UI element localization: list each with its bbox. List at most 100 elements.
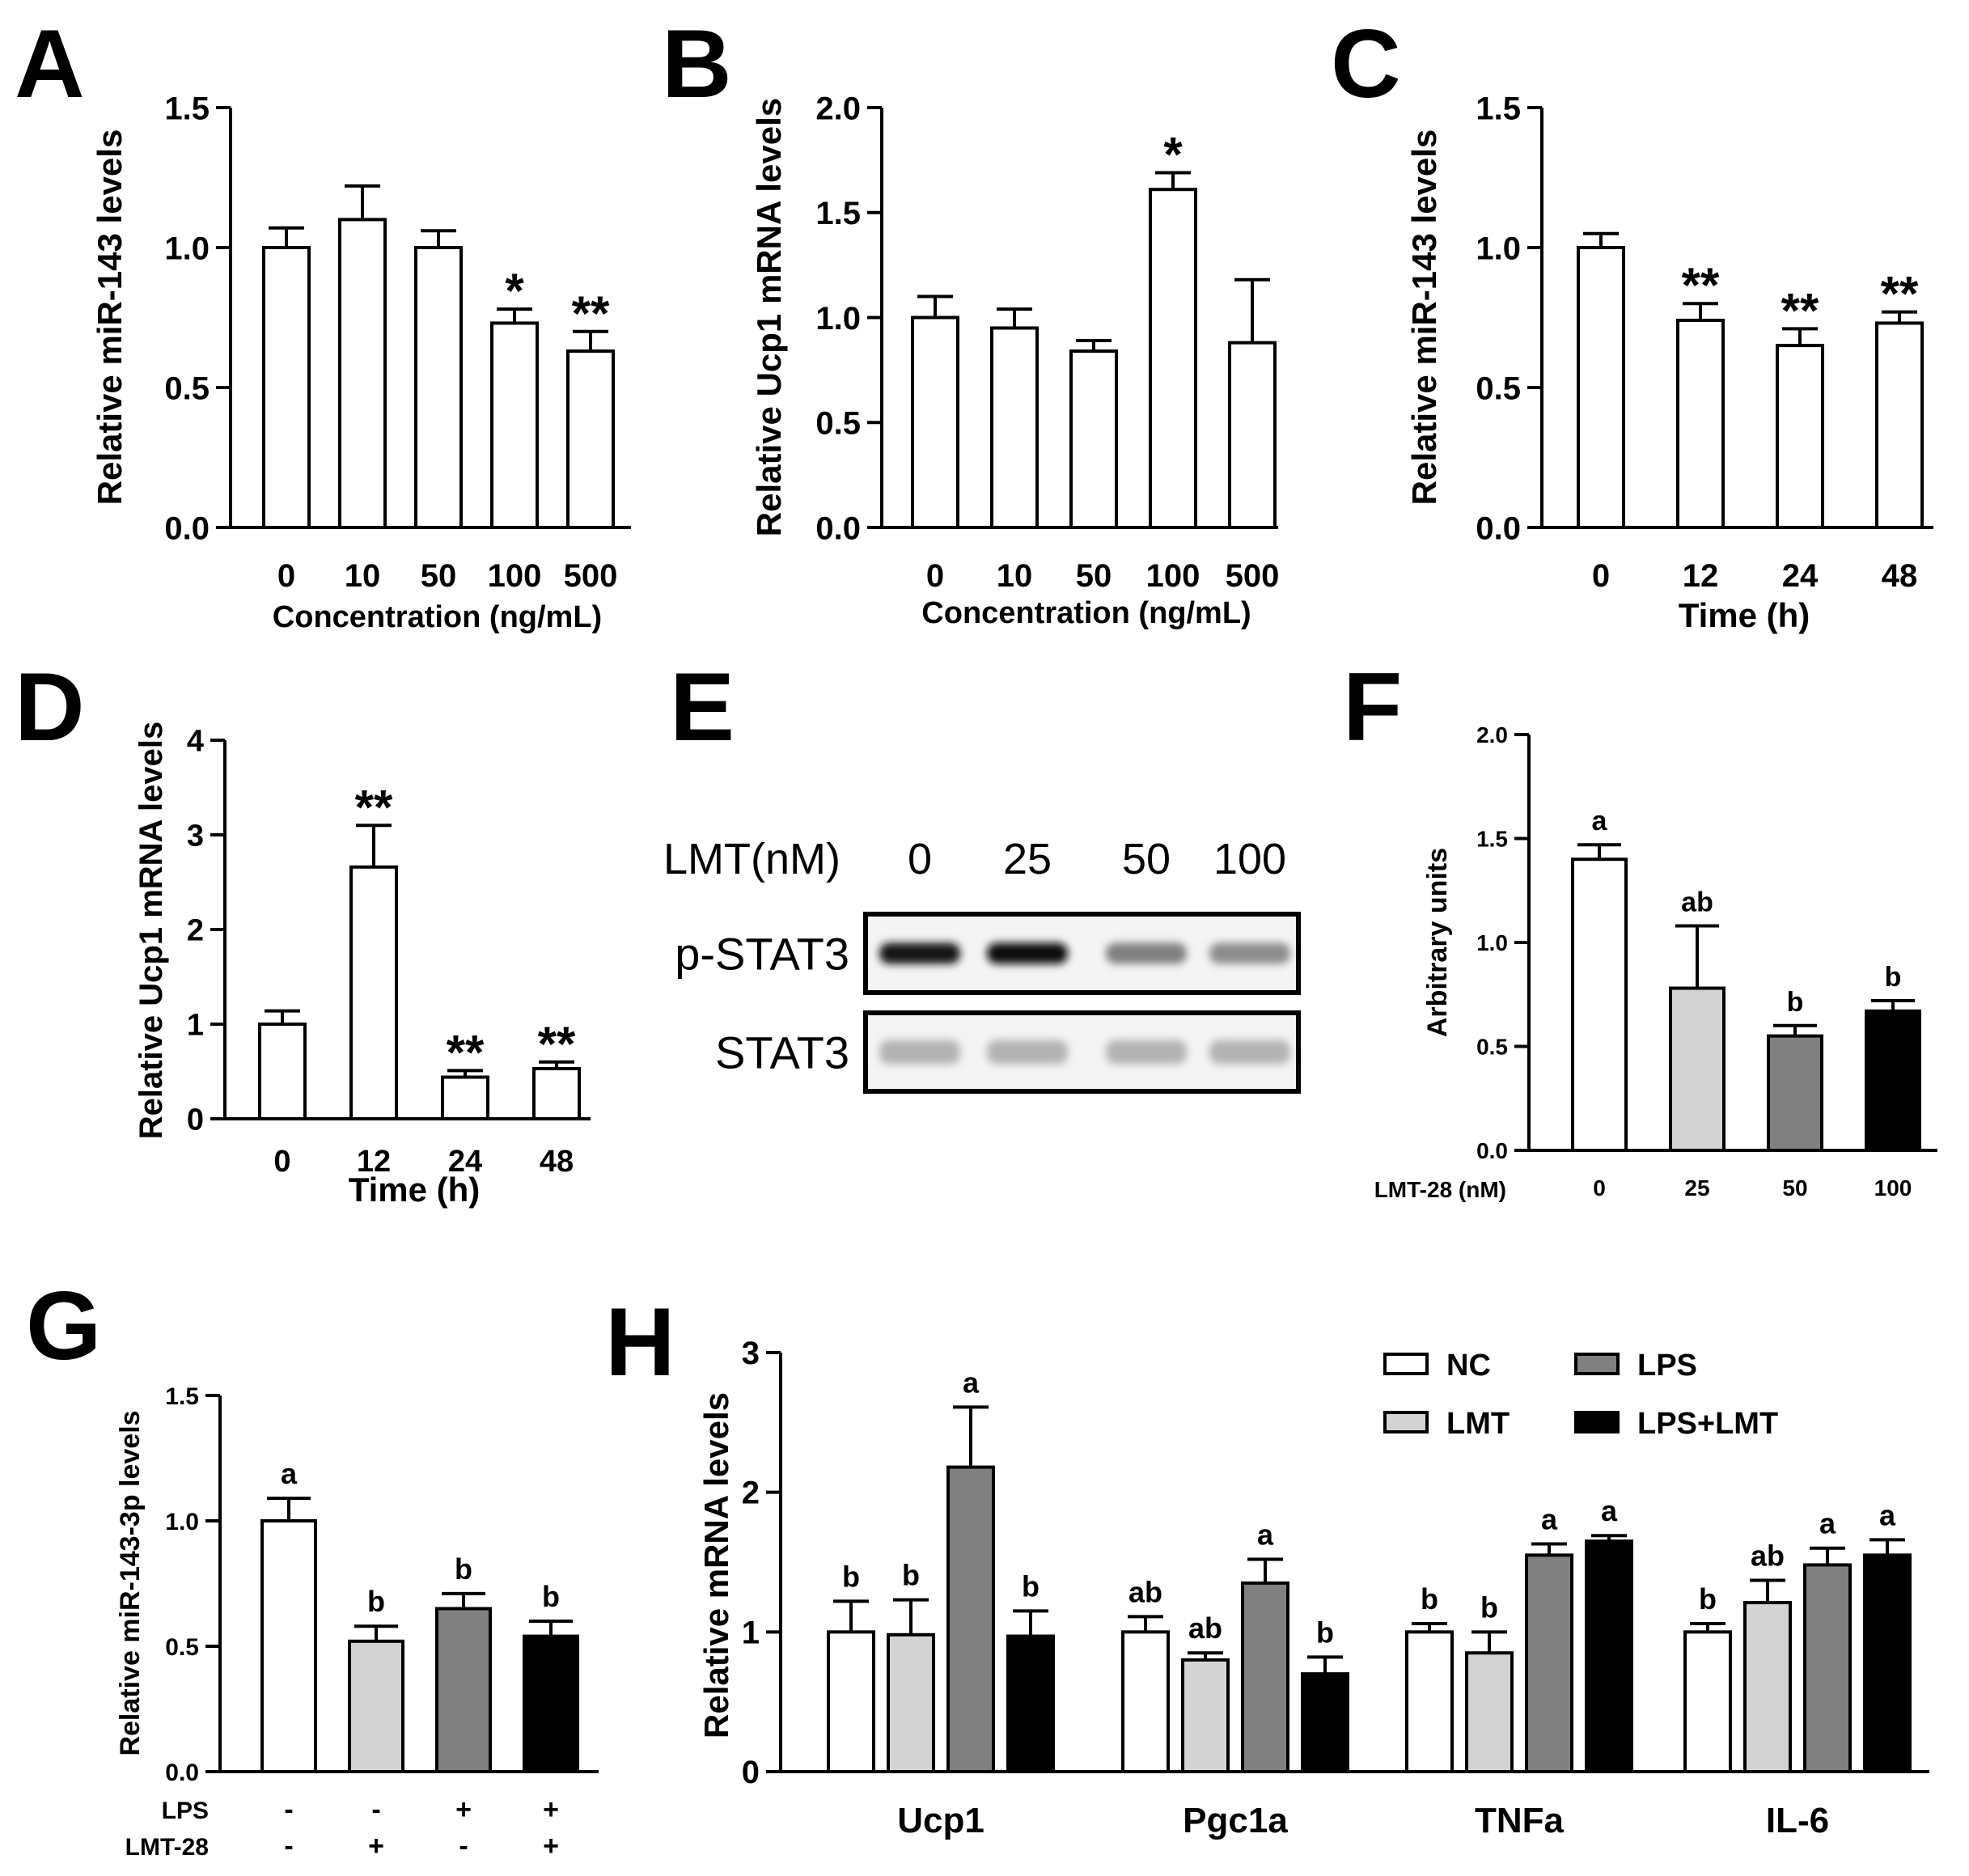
significance-label: b bbox=[902, 1559, 920, 1592]
legend-swatch bbox=[1383, 1353, 1429, 1375]
x-axis-label: LMT-28 (nM) bbox=[1374, 1177, 1506, 1202]
significance-label: a bbox=[1592, 806, 1608, 836]
legend-swatch bbox=[1574, 1353, 1620, 1375]
blot-band bbox=[987, 1040, 1068, 1065]
significance-label: ab bbox=[1188, 1611, 1222, 1645]
x-tick-label: 50 bbox=[421, 558, 457, 594]
bar bbox=[1006, 1634, 1055, 1773]
y-axis-label: Arbitrary units bbox=[1422, 848, 1453, 1037]
bar bbox=[1676, 318, 1725, 529]
blot-lane-label: 25 bbox=[1003, 835, 1052, 883]
treatment-row-label: LPS bbox=[162, 1798, 209, 1824]
x-tick-label: 0 bbox=[1592, 558, 1610, 594]
significance-label: b bbox=[1480, 1590, 1498, 1624]
bar bbox=[490, 321, 539, 530]
significance-label: ** bbox=[1781, 283, 1819, 337]
bar bbox=[1241, 1581, 1289, 1774]
blot-row: p-STAT3 bbox=[675, 912, 1301, 995]
significance-label: b bbox=[367, 1585, 385, 1618]
y-tick-label: 1 bbox=[742, 1615, 760, 1650]
bar bbox=[1585, 1539, 1633, 1773]
bar bbox=[349, 865, 398, 1121]
bar bbox=[827, 1630, 875, 1774]
y-tick-label: 0.0 bbox=[1476, 1138, 1508, 1163]
y-axis-label: Relative Ucp1 mRNA levels bbox=[750, 98, 788, 536]
significance-label: a bbox=[1541, 1503, 1558, 1536]
y-axis-label: Relative miR-143-3p levels bbox=[115, 1410, 146, 1755]
y-tick-label: 1.5 bbox=[1476, 827, 1508, 852]
blot-band bbox=[1209, 1040, 1290, 1065]
y-tick-label: 0.0 bbox=[165, 1760, 199, 1786]
x-tick-label: 0 bbox=[1593, 1175, 1606, 1201]
significance-label: ** bbox=[572, 286, 610, 341]
blot-band bbox=[879, 1040, 960, 1065]
significance-label: ** bbox=[447, 1025, 485, 1079]
x-axis-label: Time (h) bbox=[1679, 596, 1810, 634]
y-axis-label: Relative mRNA levels bbox=[697, 1392, 735, 1738]
bar bbox=[1776, 344, 1824, 529]
bar bbox=[1121, 1630, 1170, 1774]
legend-label: LPS bbox=[1637, 1349, 1697, 1383]
significance-label: a bbox=[963, 1366, 980, 1399]
bar bbox=[348, 1639, 404, 1774]
treatment-sign: - bbox=[371, 1794, 380, 1825]
y-tick-label: 2 bbox=[187, 914, 204, 948]
significance-label: a bbox=[1819, 1507, 1836, 1540]
bar bbox=[1875, 321, 1924, 530]
significance-label: ** bbox=[1881, 267, 1919, 321]
x-tick-label: 50 bbox=[1076, 558, 1112, 594]
bar bbox=[1069, 349, 1118, 529]
y-tick-label: 4 bbox=[187, 725, 204, 759]
y-tick-label: 1.0 bbox=[815, 301, 861, 337]
legend-label: NC bbox=[1446, 1349, 1491, 1383]
y-tick-label: 2.0 bbox=[1476, 722, 1508, 747]
x-tick-label: 100 bbox=[1146, 558, 1200, 594]
y-tick-label: 0.5 bbox=[815, 406, 861, 442]
significance-label: b bbox=[1787, 987, 1804, 1018]
significance-label: a bbox=[1257, 1518, 1274, 1552]
bar bbox=[1577, 246, 1625, 529]
x-tick-label: 10 bbox=[345, 558, 381, 594]
panel-letter-c: C bbox=[1331, 10, 1401, 118]
legend-label: LMT bbox=[1446, 1407, 1510, 1441]
bar bbox=[1767, 1034, 1823, 1153]
bar bbox=[911, 315, 959, 529]
treatment-sign: - bbox=[284, 1794, 293, 1825]
bar bbox=[1865, 1009, 1921, 1153]
significance-label: * bbox=[505, 264, 524, 318]
treatment-row-label: LMT-28 bbox=[125, 1834, 209, 1861]
y-tick-label: 2 bbox=[742, 1476, 760, 1511]
x-tick-label: IL-6 bbox=[1766, 1801, 1829, 1840]
legend: NC LMT LPS LPS+LMT bbox=[1383, 1349, 1778, 1441]
panel-letter-e: E bbox=[670, 653, 735, 761]
blot-band bbox=[987, 942, 1068, 964]
y-axis-label: Relative miR-143 levels bbox=[1405, 129, 1443, 506]
blot-lane-label: 50 bbox=[1122, 835, 1171, 883]
bar bbox=[523, 1634, 579, 1773]
x-axis-label: Concentration (ng/mL) bbox=[273, 600, 602, 634]
y-tick-label: 0.0 bbox=[815, 510, 861, 546]
y-tick-label: 0.5 bbox=[164, 371, 210, 406]
treatment-sign: + bbox=[455, 1794, 472, 1825]
x-axis-label: Time (h) bbox=[349, 1171, 481, 1209]
y-tick-label: 1.0 bbox=[164, 231, 210, 266]
x-tick-label: 500 bbox=[1226, 558, 1280, 594]
bar bbox=[414, 246, 463, 529]
blot-row-label: p-STAT3 bbox=[675, 929, 849, 980]
x-tick-label: 10 bbox=[997, 558, 1033, 594]
y-tick-label: 0.5 bbox=[1476, 371, 1521, 406]
bar bbox=[1181, 1658, 1230, 1774]
blot-band bbox=[1106, 1040, 1187, 1065]
significance-label: b bbox=[1885, 962, 1902, 993]
x-tick-label: 48 bbox=[540, 1145, 574, 1179]
y-tick-label: 3 bbox=[187, 819, 204, 853]
bar bbox=[1743, 1601, 1792, 1774]
blot-row: STAT3 bbox=[715, 1010, 1301, 1094]
blot-band bbox=[879, 942, 960, 964]
significance-label: b bbox=[455, 1552, 472, 1586]
x-tick-label: Ucp1 bbox=[897, 1801, 984, 1840]
blot-lane-label: 0 bbox=[908, 835, 932, 883]
